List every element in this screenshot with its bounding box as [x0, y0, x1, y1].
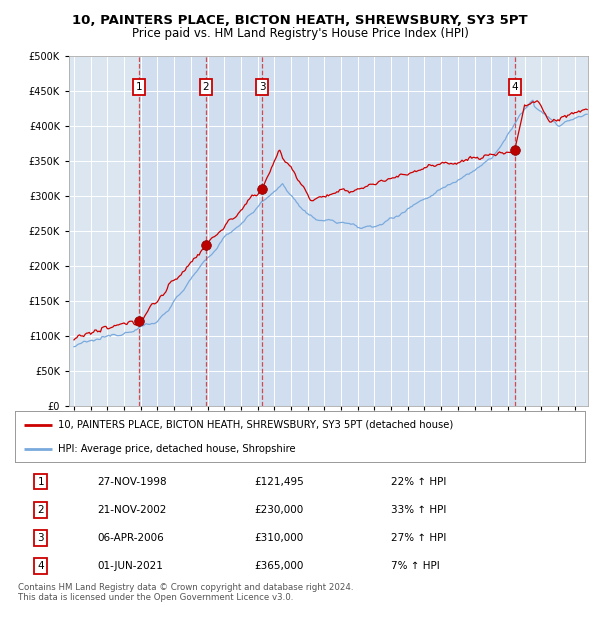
Text: 4: 4 [512, 82, 518, 92]
Text: Price paid vs. HM Land Registry's House Price Index (HPI): Price paid vs. HM Land Registry's House … [131, 27, 469, 40]
Text: 01-JUN-2021: 01-JUN-2021 [98, 561, 164, 571]
Text: HPI: Average price, detached house, Shropshire: HPI: Average price, detached house, Shro… [58, 444, 295, 454]
Text: 3: 3 [37, 533, 44, 543]
Text: £230,000: £230,000 [254, 505, 304, 515]
Text: 1: 1 [136, 82, 142, 92]
Text: 21-NOV-2002: 21-NOV-2002 [98, 505, 167, 515]
Text: £121,495: £121,495 [254, 477, 304, 487]
Text: 2: 2 [203, 82, 209, 92]
Text: 7% ↑ HPI: 7% ↑ HPI [391, 561, 440, 571]
Text: 33% ↑ HPI: 33% ↑ HPI [391, 505, 446, 515]
Text: 4: 4 [37, 561, 44, 571]
Bar [139, 56, 515, 406]
Text: 27-NOV-1998: 27-NOV-1998 [98, 477, 167, 487]
Text: Contains HM Land Registry data © Crown copyright and database right 2024.
This d: Contains HM Land Registry data © Crown c… [18, 583, 353, 602]
Text: 1: 1 [37, 477, 44, 487]
Text: 10, PAINTERS PLACE, BICTON HEATH, SHREWSBURY, SY3 5PT: 10, PAINTERS PLACE, BICTON HEATH, SHREWS… [72, 14, 528, 27]
Text: £365,000: £365,000 [254, 561, 304, 571]
Text: 06-APR-2006: 06-APR-2006 [98, 533, 164, 543]
Text: 3: 3 [259, 82, 265, 92]
Text: 27% ↑ HPI: 27% ↑ HPI [391, 533, 446, 543]
Text: £310,000: £310,000 [254, 533, 304, 543]
Text: 22% ↑ HPI: 22% ↑ HPI [391, 477, 446, 487]
Text: 2: 2 [37, 505, 44, 515]
Text: 10, PAINTERS PLACE, BICTON HEATH, SHREWSBURY, SY3 5PT (detached house): 10, PAINTERS PLACE, BICTON HEATH, SHREWS… [58, 420, 453, 430]
